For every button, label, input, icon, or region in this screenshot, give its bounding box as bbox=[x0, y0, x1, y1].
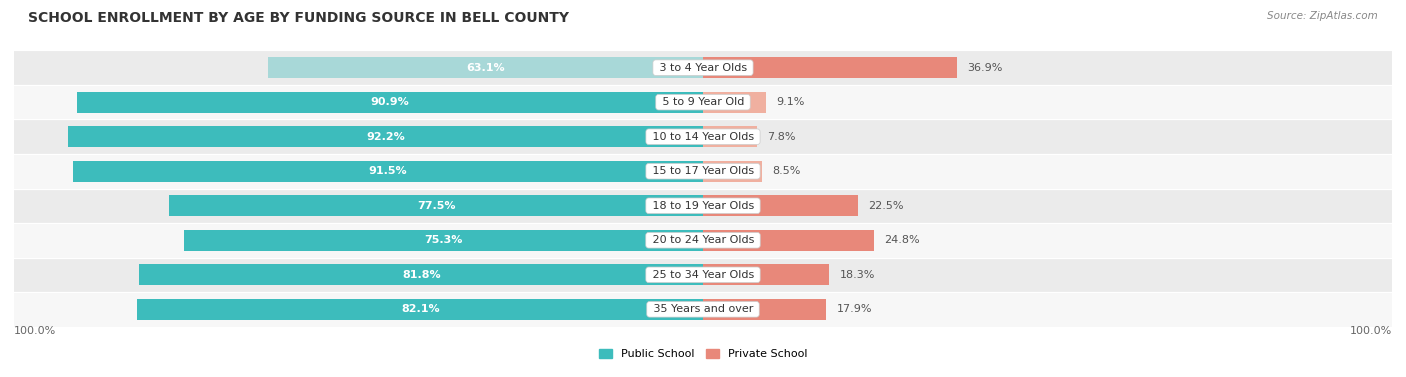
Bar bbox=[169, 195, 703, 216]
Bar bbox=[77, 92, 703, 113]
Text: 10 to 14 Year Olds: 10 to 14 Year Olds bbox=[648, 132, 758, 142]
Text: 100.0%: 100.0% bbox=[14, 326, 56, 336]
Text: 24.8%: 24.8% bbox=[884, 235, 920, 245]
Bar bbox=[184, 230, 703, 251]
Text: 36.9%: 36.9% bbox=[967, 63, 1002, 73]
Text: 17.9%: 17.9% bbox=[837, 304, 872, 314]
Text: 100.0%: 100.0% bbox=[1350, 326, 1392, 336]
Bar bbox=[703, 299, 827, 320]
Text: 35 Years and over: 35 Years and over bbox=[650, 304, 756, 314]
Bar bbox=[14, 154, 1392, 188]
Text: 81.8%: 81.8% bbox=[402, 270, 440, 280]
Text: 15 to 17 Year Olds: 15 to 17 Year Olds bbox=[648, 166, 758, 176]
Bar bbox=[67, 126, 703, 147]
Text: 25 to 34 Year Olds: 25 to 34 Year Olds bbox=[648, 270, 758, 280]
Text: 82.1%: 82.1% bbox=[401, 304, 440, 314]
Text: 9.1%: 9.1% bbox=[776, 97, 804, 107]
Bar bbox=[703, 230, 875, 251]
Text: Source: ZipAtlas.com: Source: ZipAtlas.com bbox=[1267, 11, 1378, 21]
Text: 63.1%: 63.1% bbox=[467, 63, 505, 73]
Bar bbox=[14, 188, 1392, 223]
Text: 92.2%: 92.2% bbox=[366, 132, 405, 142]
Text: 3 to 4 Year Olds: 3 to 4 Year Olds bbox=[655, 63, 751, 73]
Text: SCHOOL ENROLLMENT BY AGE BY FUNDING SOURCE IN BELL COUNTY: SCHOOL ENROLLMENT BY AGE BY FUNDING SOUR… bbox=[28, 11, 569, 25]
Text: 8.5%: 8.5% bbox=[772, 166, 800, 176]
Bar bbox=[14, 292, 1392, 326]
Bar bbox=[14, 51, 1392, 85]
Text: 77.5%: 77.5% bbox=[416, 201, 456, 211]
Text: 75.3%: 75.3% bbox=[425, 235, 463, 245]
Bar bbox=[269, 57, 703, 78]
Bar bbox=[14, 257, 1392, 292]
Legend: Public School, Private School: Public School, Private School bbox=[595, 344, 811, 363]
Bar bbox=[703, 195, 858, 216]
Text: 22.5%: 22.5% bbox=[869, 201, 904, 211]
Text: 90.9%: 90.9% bbox=[371, 97, 409, 107]
Bar bbox=[703, 161, 762, 182]
Bar bbox=[14, 223, 1392, 257]
Bar bbox=[14, 85, 1392, 120]
Text: 5 to 9 Year Old: 5 to 9 Year Old bbox=[658, 97, 748, 107]
Bar bbox=[14, 120, 1392, 154]
Bar bbox=[703, 92, 766, 113]
Bar bbox=[139, 264, 703, 285]
Bar bbox=[703, 264, 830, 285]
Text: 18 to 19 Year Olds: 18 to 19 Year Olds bbox=[648, 201, 758, 211]
Text: 18.3%: 18.3% bbox=[839, 270, 875, 280]
Bar bbox=[703, 126, 756, 147]
Text: 7.8%: 7.8% bbox=[768, 132, 796, 142]
Text: 20 to 24 Year Olds: 20 to 24 Year Olds bbox=[648, 235, 758, 245]
Text: 91.5%: 91.5% bbox=[368, 166, 408, 176]
Bar bbox=[73, 161, 703, 182]
Bar bbox=[138, 299, 703, 320]
Bar bbox=[703, 57, 957, 78]
